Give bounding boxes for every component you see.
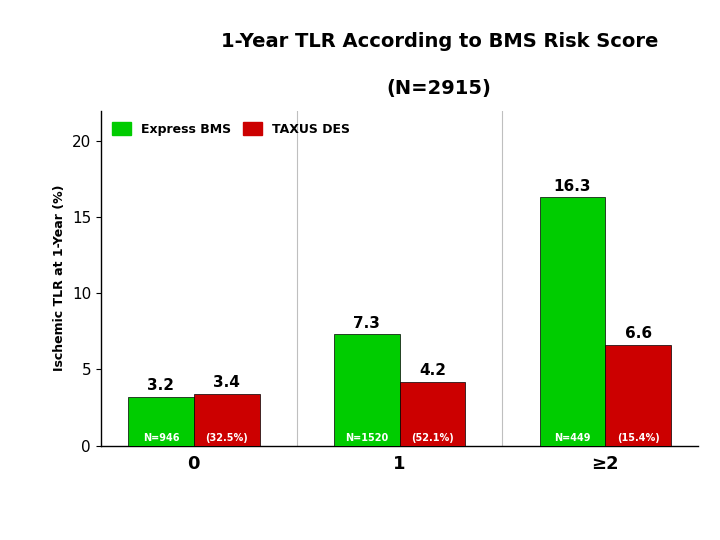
Text: (15.4%): (15.4%) — [617, 433, 660, 443]
Bar — [194, 394, 260, 445]
Bar — [334, 334, 400, 446]
Text: 4.2: 4.2 — [419, 363, 446, 378]
Text: 7.3: 7.3 — [354, 315, 380, 330]
Text: 3.2: 3.2 — [148, 378, 174, 393]
Text: N=449: N=449 — [554, 433, 590, 443]
Text: N=1520: N=1520 — [345, 433, 388, 443]
Text: 1-Year TLR According to BMS Risk Score: 1-Year TLR According to BMS Risk Score — [220, 31, 658, 51]
Text: (52.1%): (52.1%) — [411, 433, 454, 443]
Text: Stone GW. ACC2009.: Stone GW. ACC2009. — [279, 514, 441, 528]
Text: N=946: N=946 — [143, 433, 179, 443]
Bar — [128, 397, 194, 445]
Text: 3.4: 3.4 — [213, 375, 240, 390]
Text: (N=2915): (N=2915) — [387, 79, 492, 98]
Bar — [400, 382, 465, 446]
Text: 16.3: 16.3 — [554, 179, 591, 194]
Legend: Express BMS, TAXUS DES: Express BMS, TAXUS DES — [107, 117, 355, 140]
Y-axis label: Ischemic TLR at 1-Year (%): Ischemic TLR at 1-Year (%) — [53, 185, 66, 372]
Bar — [606, 345, 671, 446]
Text: (32.5%): (32.5%) — [205, 433, 248, 443]
Bar — [539, 198, 606, 446]
Text: 6.6: 6.6 — [625, 326, 652, 341]
